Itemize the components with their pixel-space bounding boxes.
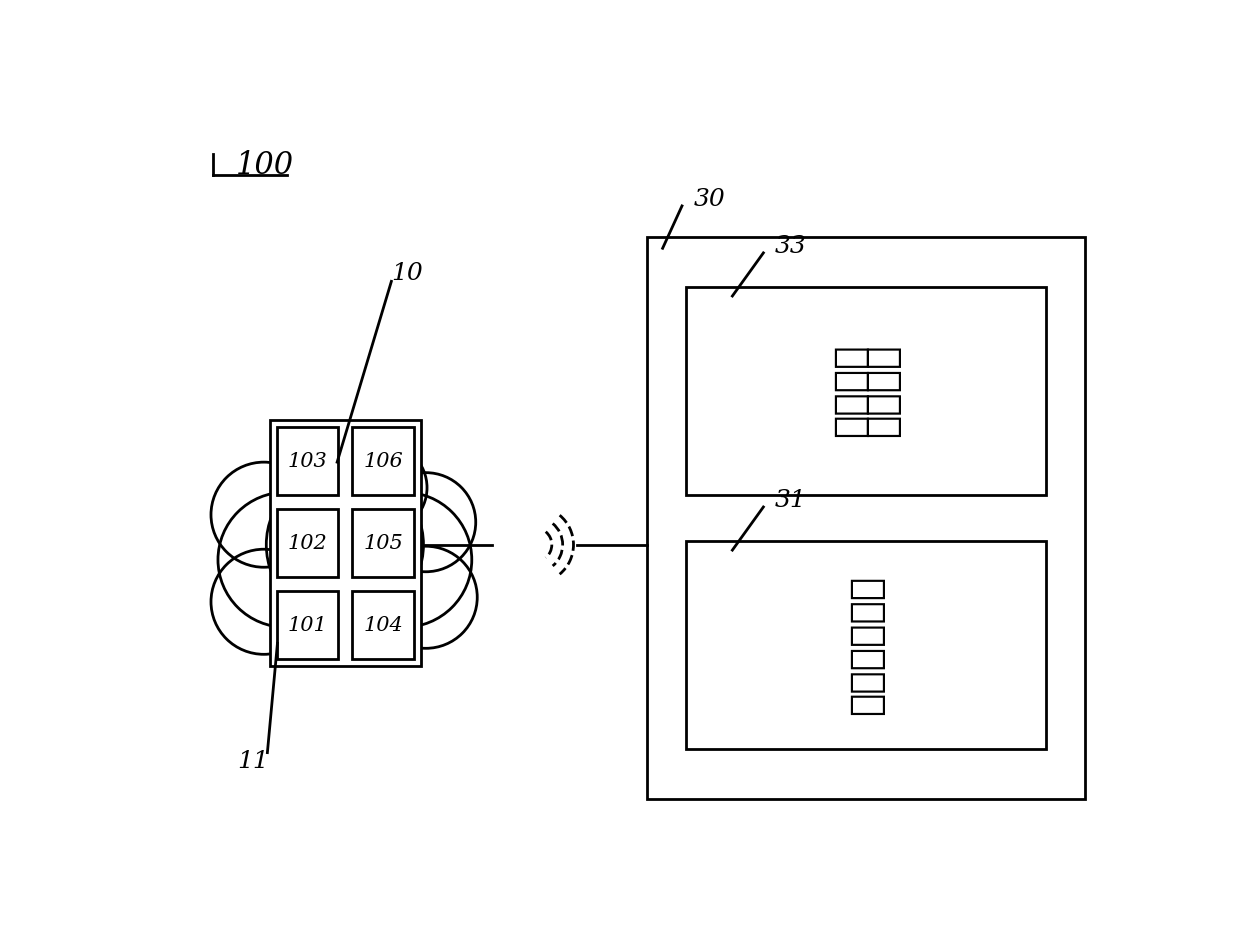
- Bar: [277, 591, 339, 659]
- Circle shape: [267, 466, 424, 622]
- Bar: [352, 427, 414, 495]
- Circle shape: [274, 433, 371, 530]
- Circle shape: [211, 550, 316, 655]
- Bar: [270, 420, 420, 666]
- Bar: [277, 509, 339, 577]
- Text: 管理装置: 管理装置: [832, 344, 869, 437]
- Bar: [686, 287, 1047, 495]
- Circle shape: [336, 492, 471, 627]
- Text: 102: 102: [288, 534, 327, 552]
- Text: 数据储存装置: 数据储存装置: [847, 575, 885, 715]
- Text: 100: 100: [237, 149, 295, 181]
- Text: 105: 105: [363, 534, 403, 552]
- Bar: [686, 541, 1047, 749]
- Text: 31: 31: [775, 489, 806, 513]
- Circle shape: [376, 473, 476, 571]
- Circle shape: [336, 443, 427, 533]
- Circle shape: [218, 492, 353, 627]
- Text: 101: 101: [288, 616, 327, 635]
- Bar: [647, 236, 1085, 798]
- Text: 30: 30: [693, 188, 725, 211]
- Text: 程序执行: 程序执行: [863, 344, 900, 437]
- Circle shape: [329, 575, 419, 665]
- Bar: [352, 591, 414, 659]
- Text: 11: 11: [238, 750, 269, 774]
- Circle shape: [211, 463, 316, 568]
- Text: 33: 33: [775, 236, 806, 258]
- Text: 106: 106: [363, 451, 403, 470]
- Circle shape: [374, 546, 477, 648]
- Text: 104: 104: [363, 616, 403, 635]
- Bar: [352, 509, 414, 577]
- Text: 103: 103: [288, 451, 327, 470]
- Bar: [277, 427, 339, 495]
- Text: 10: 10: [391, 262, 423, 285]
- Circle shape: [278, 575, 368, 665]
